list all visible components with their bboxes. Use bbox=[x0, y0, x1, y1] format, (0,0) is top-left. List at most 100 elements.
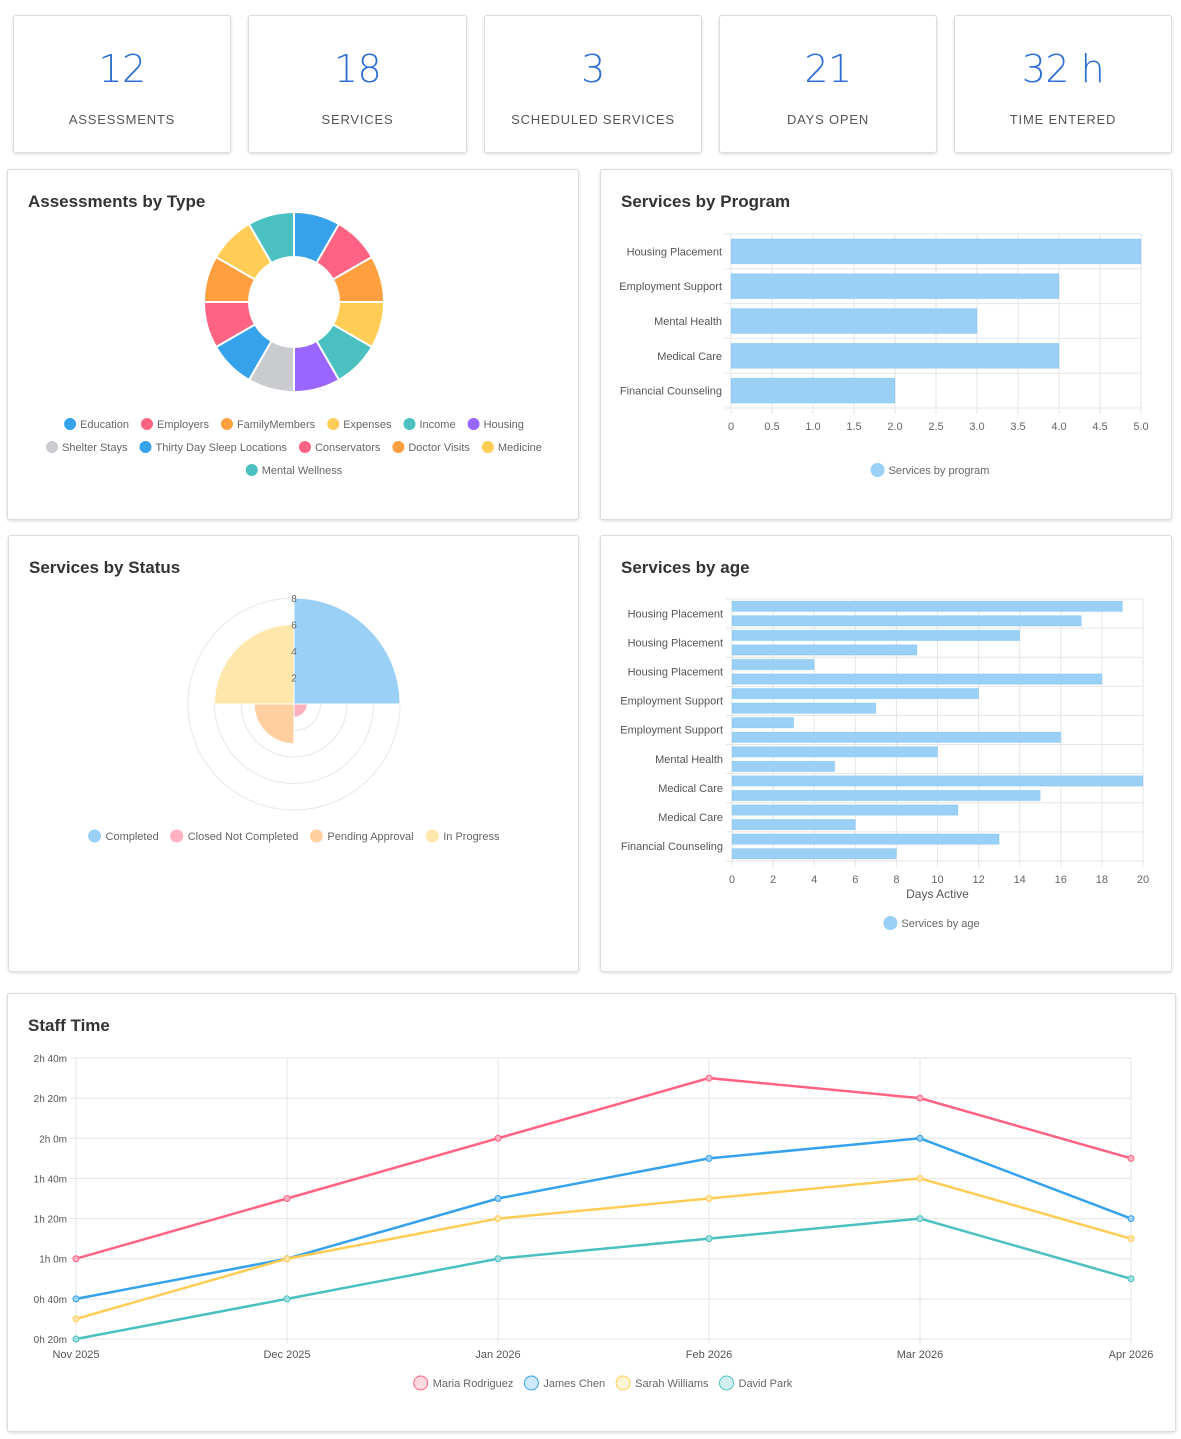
stat-label: ASSESSMENTS bbox=[68, 112, 176, 127]
x-tick-label: 4.5 bbox=[1092, 421, 1107, 433]
x-tick-label: 4 bbox=[811, 874, 817, 886]
data-point bbox=[916, 1215, 924, 1223]
services-by-program-card: Services by Program 0 0.5 1.0 1.5 2.0 2.5 3.0 3… bbox=[600, 169, 1172, 520]
data-point bbox=[705, 1074, 713, 1082]
x-tick-label: 5.0 bbox=[1133, 421, 1148, 433]
legend-swatch bbox=[140, 418, 153, 430]
y-tick-label: Housing Placement bbox=[628, 637, 723, 649]
x-tick-label: Apr 2026 bbox=[1109, 1349, 1154, 1361]
bar bbox=[731, 702, 877, 714]
card-title: Services by age bbox=[621, 558, 750, 577]
legend-label: James Chen bbox=[543, 1378, 605, 1390]
legend-label: Mental Wellness bbox=[262, 465, 343, 477]
x-tick-label: 1.5 bbox=[846, 421, 861, 433]
legend-label: Shelter Stays bbox=[62, 442, 128, 454]
legend-swatch bbox=[245, 464, 258, 476]
legend-swatch bbox=[309, 829, 323, 843]
data-point bbox=[916, 1174, 924, 1182]
y-tick-label: 0h 20m bbox=[34, 1335, 67, 1346]
card-title: Assessments by Type bbox=[28, 192, 206, 211]
x-tick-label: 18 bbox=[1096, 874, 1108, 886]
legend-swatch bbox=[139, 441, 152, 453]
y-tick-label: 2h 0m bbox=[39, 1134, 67, 1145]
x-tick-label: 2.5 bbox=[928, 421, 943, 433]
legend-label: Conservators bbox=[315, 442, 381, 454]
data-point bbox=[494, 1195, 502, 1202]
data-point bbox=[283, 1255, 291, 1263]
card-title: Services by Program bbox=[621, 192, 791, 211]
y-tick-label: Employment Support bbox=[620, 725, 723, 737]
bar bbox=[730, 307, 978, 335]
x-tick-label: Dec 2025 bbox=[263, 1349, 310, 1361]
polar-segment bbox=[293, 703, 308, 718]
x-axis-label: Days Active bbox=[906, 887, 969, 901]
y-tick-label: Financial Counseling bbox=[621, 841, 723, 853]
card-title: Services by Status bbox=[29, 558, 181, 577]
legend-swatch bbox=[883, 916, 898, 930]
stat-label: DAYS OPEN bbox=[786, 112, 870, 127]
bar bbox=[730, 273, 1060, 300]
data-point bbox=[283, 1295, 291, 1303]
bar bbox=[731, 746, 938, 758]
legend-swatch bbox=[413, 1375, 429, 1391]
polar-tick-label: 6 bbox=[291, 621, 297, 632]
legend-swatch bbox=[327, 418, 340, 430]
bar bbox=[730, 342, 1060, 369]
y-tick-label: Medical Care bbox=[658, 783, 723, 795]
stat-value: 3 bbox=[581, 47, 605, 91]
legend-label: In Progress bbox=[443, 831, 500, 843]
stat-card-assessments: 12 ASSESSMENTS bbox=[13, 15, 231, 153]
y-tick-label: Mental Health bbox=[655, 754, 723, 766]
y-tick-label: Mental Health bbox=[654, 316, 722, 328]
legend-swatch bbox=[425, 829, 439, 843]
legend-label: Closed Not Completed bbox=[188, 831, 299, 843]
data-point bbox=[1127, 1154, 1135, 1162]
bar bbox=[731, 731, 1062, 744]
legend-label: FamilyMembers bbox=[237, 419, 316, 431]
data-point bbox=[705, 1195, 713, 1202]
bar bbox=[731, 833, 1000, 845]
services-by-program-chart: 0 0.5 1.0 1.5 2.0 2.5 3.0 3.5 4.0 4.5 5.0 Housing P… bbox=[619, 233, 1149, 477]
data-point bbox=[916, 1094, 924, 1102]
y-tick-label: Financial Counseling bbox=[620, 386, 722, 398]
data-point bbox=[72, 1295, 80, 1303]
stat-value: 18 bbox=[333, 47, 382, 91]
services-by-status-chart: 2 4 6 8 Completed Closed Not Completed Pending… bbox=[88, 594, 500, 843]
legend-swatch bbox=[870, 463, 885, 477]
y-tick-label: Employment Support bbox=[620, 696, 723, 708]
bar bbox=[731, 687, 980, 700]
legend-swatch bbox=[481, 441, 494, 453]
stat-value: 21 bbox=[804, 47, 852, 91]
y-tick-label: Housing Placement bbox=[628, 667, 723, 679]
bar bbox=[731, 804, 959, 816]
stat-label: SCHEDULED SERVICES bbox=[511, 112, 675, 127]
legend-swatch bbox=[719, 1375, 735, 1391]
bar bbox=[731, 600, 1123, 613]
x-tick-label: 8 bbox=[893, 874, 899, 886]
y-tick-label: 1h 40m bbox=[34, 1174, 67, 1185]
bar bbox=[731, 658, 815, 671]
x-tick-label: 1.0 bbox=[805, 421, 820, 433]
stat-card-services: 18 SERVICES bbox=[248, 15, 467, 153]
legend-label: Income bbox=[419, 419, 455, 431]
series-line bbox=[75, 1137, 1132, 1301]
legend-swatch bbox=[523, 1375, 539, 1391]
x-tick-label: 0 bbox=[729, 874, 735, 886]
bar bbox=[731, 775, 1144, 787]
bar bbox=[731, 760, 836, 773]
legend-label: Housing bbox=[484, 419, 524, 431]
polar-segment bbox=[253, 703, 295, 745]
polar-tick-label: 4 bbox=[291, 647, 297, 658]
y-tick-label: 0h 40m bbox=[34, 1295, 67, 1306]
x-tick-label: 3.0 bbox=[969, 421, 984, 433]
data-point bbox=[72, 1255, 80, 1263]
legend-label: Employers bbox=[157, 419, 209, 431]
bar bbox=[730, 377, 896, 404]
legend-label: Medicine bbox=[498, 442, 542, 454]
series-line bbox=[75, 1076, 1132, 1260]
x-tick-label: Feb 2026 bbox=[686, 1349, 732, 1361]
stat-label: SERVICES bbox=[321, 112, 394, 127]
legend-swatch bbox=[220, 418, 233, 430]
polar-segment bbox=[213, 623, 295, 705]
y-tick-label: Medical Care bbox=[658, 812, 723, 824]
